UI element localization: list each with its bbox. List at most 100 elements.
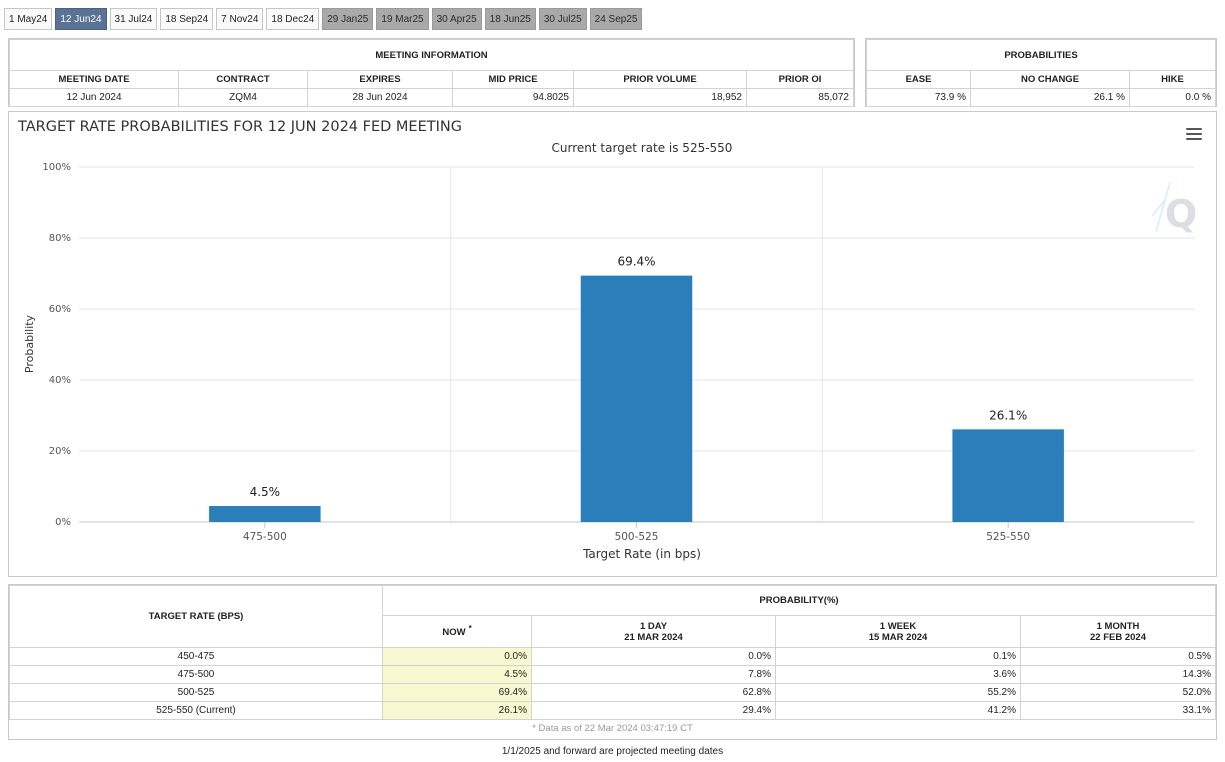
meeting-information-panel: MEETING INFORMATION MEETING DATE CONTRAC… — [8, 38, 855, 107]
meeting-tab[interactable]: 29 Jan25 — [322, 8, 374, 30]
prior-volume-value: 18,952 — [573, 88, 747, 107]
y-axis: 0% 20% 40% 60% 80% 100% — [42, 162, 71, 528]
history-value-cell: 7.8% — [531, 665, 776, 684]
mid-price-header: MID PRICE — [452, 70, 574, 89]
meeting-tab[interactable]: 31 Jul24 — [109, 8, 158, 30]
history-rate-cell: 475-500 — [9, 665, 383, 684]
watermark-logo: Q — [1151, 181, 1197, 236]
data-as-of-note: * Data as of 22 Mar 2024 03:47:19 CT — [532, 723, 693, 734]
history-value-cell: 62.8% — [531, 683, 776, 702]
meeting-tab[interactable]: 12 Jun24 — [55, 8, 107, 30]
chart-title: TARGET RATE PROBABILITIES FOR 12 JUN 202… — [17, 119, 462, 135]
history-column-header: NOW * — [382, 615, 532, 648]
meeting-tab[interactable]: 1 May24 — [4, 8, 53, 30]
probability-bar-chart: TARGET RATE PROBABILITIES FOR 12 JUN 202… — [17, 119, 1197, 561]
meeting-tab[interactable]: 18 Jun25 — [484, 8, 536, 30]
history-value-cell: 4.5% — [382, 665, 532, 684]
history-column-header: 1 DAY 21 MAR 2024 — [531, 615, 776, 648]
meeting-information-table: MEETING INFORMATION MEETING DATE CONTRAC… — [9, 39, 854, 107]
probabilities-title: PROBABILITIES — [866, 39, 1216, 71]
history-value-cell: 55.2% — [775, 683, 1021, 702]
history-value-cell: 0.0% — [531, 647, 776, 666]
bar[interactable] — [209, 506, 321, 522]
meeting-tab[interactable]: 18 Sep24 — [160, 8, 214, 30]
bar-data-label: 4.5% — [250, 485, 281, 499]
x-tick-label: 475-500 — [243, 531, 287, 543]
x-tick-label: 500-525 — [615, 531, 659, 543]
meeting-date-value: 12 Jun 2024 — [9, 88, 179, 107]
history-column-date: 22 FEB 2024 — [1090, 631, 1146, 643]
bar[interactable] — [952, 429, 1064, 522]
history-row: 450-475 0.0% 0.0% 0.1% 0.5% — [9, 647, 1216, 666]
y-tick-label: 80% — [49, 233, 71, 244]
history-column-label: NOW — [442, 627, 466, 639]
y-tick-label: 60% — [49, 304, 71, 315]
hike-header: HIKE — [1129, 70, 1216, 89]
y-tick-label: 20% — [49, 446, 71, 457]
history-rate-cell: 450-475 — [9, 647, 383, 666]
chart-bars: 4.5% 69.4% 26.1% — [209, 255, 1064, 522]
meeting-tabs: 1 May24 12 Jun24 31 Jul24 18 Sep24 7 Nov24 18… — [4, 8, 643, 30]
ease-header: EASE — [866, 70, 971, 89]
probability-history-panel: TARGET RATE (BPS) PROBABILITY(%) NOW * 1 D… — [8, 584, 1217, 740]
y-tick-label: 0% — [55, 517, 71, 528]
x-tick-label: 525-550 — [986, 531, 1030, 543]
meeting-tab[interactable]: 18 Dec24 — [266, 8, 320, 30]
history-row: 475-500 4.5% 7.8% 3.6% 14.3% — [9, 665, 1216, 684]
hike-value: 0.0 % — [1129, 88, 1216, 107]
bar[interactable] — [580, 275, 693, 522]
expires-value: 28 Jun 2024 — [307, 88, 453, 107]
history-value-cell: 69.4% — [382, 683, 532, 702]
no-change-header: NO CHANGE — [970, 70, 1130, 89]
chart-subtitle: Current target rate is 525-550 — [552, 141, 733, 155]
history-value-cell: 0.5% — [1020, 647, 1216, 666]
meeting-information-title: MEETING INFORMATION — [9, 39, 854, 71]
bar-data-label: 26.1% — [989, 408, 1027, 422]
history-column-date: 15 MAR 2024 — [868, 631, 928, 643]
history-value-cell: 41.2% — [775, 701, 1021, 720]
expires-header: EXPIRES — [307, 70, 453, 89]
y-tick-label: 100% — [42, 162, 71, 173]
contract-value: ZQM4 — [178, 88, 308, 107]
bar-data-label: 69.4% — [617, 255, 655, 269]
chart-menu-icon[interactable] — [1186, 128, 1202, 143]
history-column-date: 21 MAR 2024 — [624, 631, 683, 643]
probabilities-table: PROBABILITIES EASE NO CHANGE HIKE 73.9 %… — [866, 39, 1216, 107]
history-rate-cell: 500-525 — [9, 683, 383, 702]
prior-volume-header: PRIOR VOLUME — [573, 70, 747, 89]
y-axis-title: Probability — [23, 314, 36, 373]
x-axis-title: Target Rate (in bps) — [582, 547, 701, 561]
history-column-header: 1 MONTH 22 FEB 2024 — [1020, 615, 1216, 648]
prior-oi-header: PRIOR OI — [746, 70, 854, 89]
history-row: 525-550 (Current) 26.1% 29.4% 41.2% 33.1% — [9, 701, 1216, 720]
prior-oi-value: 85,072 — [746, 88, 854, 107]
y-tick-label: 40% — [49, 375, 71, 386]
projected-dates-note: 1/1/2025 and forward are projected meeti… — [501, 746, 724, 757]
history-value-cell: 26.1% — [382, 701, 532, 720]
history-value-cell: 3.6% — [775, 665, 1021, 684]
probabilities-panel: PROBABILITIES EASE NO CHANGE HIKE 73.9 %… — [865, 38, 1217, 107]
meeting-tab[interactable]: 24 Sep25 — [589, 8, 643, 30]
history-column-label: 1 DAY — [639, 620, 668, 632]
history-column-header: 1 WEEK 15 MAR 2024 — [775, 615, 1021, 648]
history-column-mark: * — [468, 624, 472, 634]
meeting-tab[interactable]: 7 Nov24 — [216, 8, 264, 30]
meeting-tab[interactable]: 30 Apr25 — [431, 8, 482, 30]
meeting-tab[interactable]: 30 Jul25 — [538, 8, 587, 30]
history-rate-cell: 525-550 (Current) — [9, 701, 383, 720]
history-value-cell: 0.1% — [775, 647, 1021, 666]
meeting-tab[interactable]: 19 Mar25 — [376, 8, 429, 30]
history-value-cell: 14.3% — [1020, 665, 1216, 684]
history-value-cell: 33.1% — [1020, 701, 1216, 720]
svg-text:Q: Q — [1165, 192, 1197, 236]
history-column-label: 1 WEEK — [879, 620, 917, 632]
target-rate-header: TARGET RATE (BPS) — [9, 585, 383, 648]
probability-header: PROBABILITY(%) — [382, 585, 1216, 616]
chart-panel: TARGET RATE PROBABILITIES FOR 12 JUN 202… — [8, 111, 1217, 577]
history-value-cell: 0.0% — [382, 647, 532, 666]
no-change-value: 26.1 % — [970, 88, 1130, 107]
history-value-cell: 29.4% — [531, 701, 776, 720]
meeting-date-header: MEETING DATE — [9, 70, 179, 89]
ease-value: 73.9 % — [866, 88, 971, 107]
x-axis: 475-500 500-525 525-550 — [243, 522, 1030, 543]
